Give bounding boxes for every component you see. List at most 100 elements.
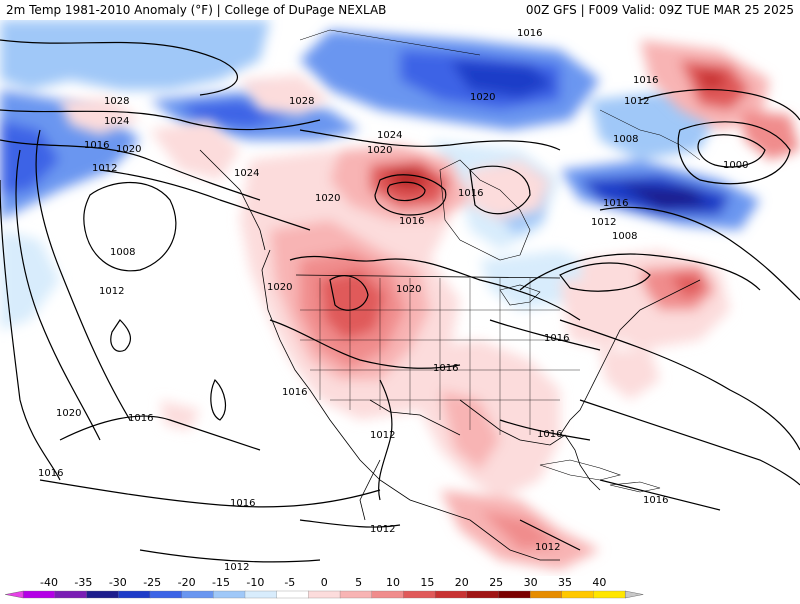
colorbar-tick-label: -20 — [178, 576, 196, 589]
isobar-1004-atlantic-low — [677, 121, 791, 185]
isobar-label: 1020 — [396, 284, 421, 295]
isobar-label: 1020 — [315, 193, 340, 204]
isobar-label: 1012 — [624, 96, 649, 107]
isobar-label: 1024 — [234, 168, 259, 179]
isobar-label: 1012 — [224, 562, 249, 573]
isobar-pacific-closed-b — [210, 378, 227, 421]
east-coastline — [559, 279, 701, 436]
isobar-1020-canada-high — [387, 181, 426, 202]
isobar-1016-canada-high — [374, 174, 447, 216]
isobar-label: 1016 — [537, 429, 562, 440]
colorbar-tick-label: 10 — [386, 576, 400, 589]
isobar-label: 1008 — [110, 247, 135, 258]
isobar-label: 1028 — [104, 96, 129, 107]
colorbar-max-arrow — [625, 590, 644, 599]
colorbar-swatch — [308, 590, 341, 599]
state-lines-horizontal — [300, 309, 580, 401]
isobar-1020-a — [99, 169, 311, 231]
colorbar-swatch — [529, 590, 563, 599]
colorbar-svg: -40 -35 -30 -25 -20 -15 -10 -5 0 5 10 15 20 25 30 35 40 — [5, 576, 644, 599]
arctic-coastline — [299, 29, 481, 56]
isobar-label: 1012 — [92, 163, 117, 174]
colorbar-swatch — [371, 590, 405, 599]
hudson-bay-outline — [439, 159, 531, 261]
colorbar-swatch — [181, 590, 214, 599]
isobar-1012-mexico — [378, 379, 393, 501]
isobar-1024-atlantic — [579, 399, 800, 486]
coastlines-and-borders — [199, 29, 701, 561]
isobar-label: 1016 — [282, 387, 307, 398]
anomaly-colorbar: -40 -35 -30 -25 -20 -15 -10 -5 0 5 10 15 20 25 30 35 40 — [0, 576, 800, 600]
isobar-label: 1012 — [99, 286, 124, 297]
isobar-label: 1016 — [544, 333, 569, 344]
isobar-label: 1012 — [370, 524, 395, 535]
colorbar-swatch — [86, 590, 119, 599]
isobar-1020-pacific — [0, 179, 61, 481]
colorbar-tick-label: -35 — [74, 576, 92, 589]
isobar-label: 1020 — [116, 144, 141, 155]
colorbar-tick-label: 5 — [355, 576, 362, 589]
colorbar-swatch — [23, 590, 56, 599]
isobar-north-pacific — [0, 39, 239, 96]
isobar-label: 1000 — [723, 160, 748, 171]
isobar-label: 1016 — [517, 28, 542, 39]
isobar-1016-atlantic-a — [599, 206, 800, 301]
isobar-1008-east-low — [559, 262, 651, 292]
isobar-1016-caribbean — [599, 479, 721, 511]
isobar-label: 1008 — [613, 134, 638, 145]
isobar-label: 1020 — [367, 145, 392, 156]
isobar-1016-ohio — [489, 319, 601, 351]
colorbar-tick-label: -40 — [40, 576, 58, 589]
isobar-1020-west — [289, 255, 581, 321]
anomaly-map: 1016 1016 1012 1008 1000 1020 1028 1028 … — [0, 20, 800, 576]
hispaniola-outline — [609, 481, 661, 493]
isobar-1016-tropical-pacific — [39, 479, 381, 508]
isobar-label: 1024 — [104, 116, 129, 127]
isobar-label: 1024 — [377, 130, 402, 141]
colorbar-tick-label: -30 — [109, 576, 127, 589]
isobar-1016-pacific — [15, 149, 101, 441]
colorbar-tick-label: -15 — [212, 576, 230, 589]
isobar-1000-atlantic-low — [697, 134, 766, 168]
isobar-1016-hudson — [469, 165, 531, 215]
isobar-label: 1016 — [633, 75, 658, 86]
isobar-label: 1016 — [128, 413, 153, 424]
isobar-label: 1020 — [470, 92, 495, 103]
cuba-outline — [539, 459, 622, 481]
colorbar-tick-labels: -40 -35 -30 -25 -20 -15 -10 -5 0 5 10 15 20 25 30 35 40 — [40, 576, 606, 589]
colorbar-tick-label: 20 — [455, 576, 469, 589]
isobar-label: 1016 — [603, 198, 628, 209]
colorbar-swatch — [403, 590, 436, 599]
isobar-1016-north-atlantic — [639, 88, 800, 121]
map-title: 2m Temp 1981-2010 Anomaly (°F) | College… — [6, 3, 387, 17]
isobar-1016-gulf — [499, 419, 591, 441]
colorbar-swatch — [244, 590, 278, 599]
colorbar-tick-label: -10 — [246, 576, 264, 589]
isobar-1016-plains — [269, 319, 461, 369]
map-canvas: 1016 1016 1012 1008 1000 1020 1028 1028 … — [0, 20, 800, 576]
isobar-1012-south-pacific — [139, 549, 321, 563]
colorbar-swatch — [149, 590, 183, 599]
colorbar-swatch — [434, 590, 468, 599]
isobar-1012-caribbean — [519, 519, 581, 551]
isobar-1008-pacific-low — [83, 181, 177, 272]
isobar-label: 1008 — [612, 231, 637, 242]
west-coastline — [261, 249, 560, 561]
colorbar-tick-label: 35 — [558, 576, 572, 589]
map-header: 2m Temp 1981-2010 Anomaly (°F) | College… — [0, 0, 800, 20]
colorbar-swatch — [54, 590, 88, 599]
colorbar-swatch — [339, 590, 373, 599]
colorbar-tick-label: -5 — [284, 576, 295, 589]
isobar-label: 1020 — [56, 408, 81, 419]
isobar-label: 1016 — [84, 140, 109, 151]
isobar-1012-east — [519, 253, 761, 291]
colorbar-tick-label: -25 — [143, 576, 161, 589]
isobars — [0, 39, 800, 563]
colorbar-tick-label: 40 — [592, 576, 606, 589]
isobar-label: 1012 — [535, 542, 560, 553]
gulf-coastline — [459, 399, 601, 491]
isobar-1012-pacific — [35, 129, 131, 421]
colorbar-swatch — [118, 590, 151, 599]
isobar-1016-east-pacific — [59, 415, 261, 451]
baffin-coastline — [599, 109, 701, 161]
